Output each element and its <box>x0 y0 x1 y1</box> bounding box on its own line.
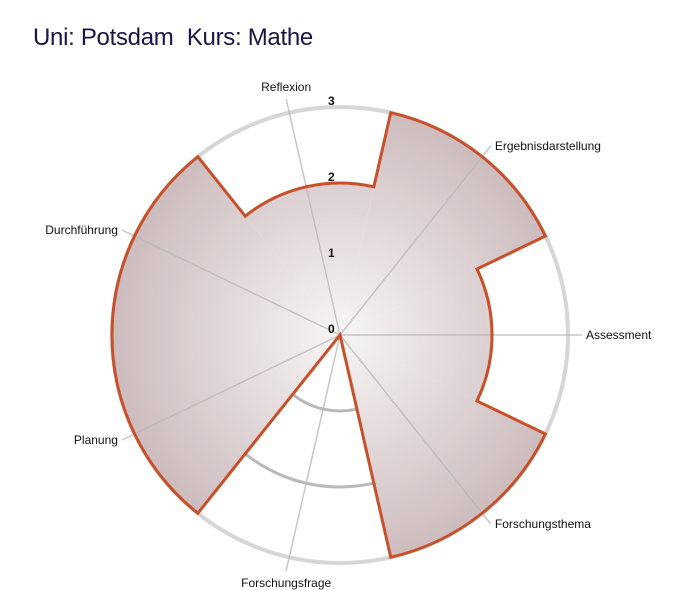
category-label-3: Assessment <box>586 328 652 342</box>
spoke-1 <box>285 98 341 336</box>
spoke-2 <box>339 145 492 336</box>
category-label-2: Ergebnisdarstellung <box>495 139 601 153</box>
category-label-1: Reflexion <box>261 80 311 94</box>
series-outline <box>110 110 548 560</box>
category-label-5: Forschungsfrage <box>241 576 331 590</box>
spoke-5 <box>285 334 341 572</box>
axis-spokes <box>121 98 582 572</box>
spoke-4 <box>339 334 492 525</box>
sector-0 <box>112 156 340 335</box>
tick-label-2: 2 <box>328 170 335 184</box>
title-kurs: Kurs: Mathe <box>186 24 313 51</box>
page-title: Uni: Potsdam Kurs: Mathe <box>33 24 320 52</box>
category-label-6: Planung <box>74 433 118 447</box>
tick-label-3: 3 <box>328 94 335 108</box>
tick-label-0: 0 <box>328 322 335 336</box>
title-uni: Uni: Potsdam <box>33 24 174 51</box>
category-label-4: Forschungsthema <box>495 517 591 531</box>
data-outline <box>110 110 548 560</box>
spoke-6 <box>121 334 341 441</box>
tick-labels: 0 1 2 3 <box>328 94 335 336</box>
axis-labels: Durchführung Reflexion Ergebnisdarstellung… <box>45 80 652 590</box>
sector-6 <box>112 335 340 514</box>
spoke-0 <box>121 229 341 336</box>
sector-1 <box>245 183 374 335</box>
tick-label-1: 1 <box>328 246 335 260</box>
category-label-0: Durchführung <box>45 223 118 237</box>
